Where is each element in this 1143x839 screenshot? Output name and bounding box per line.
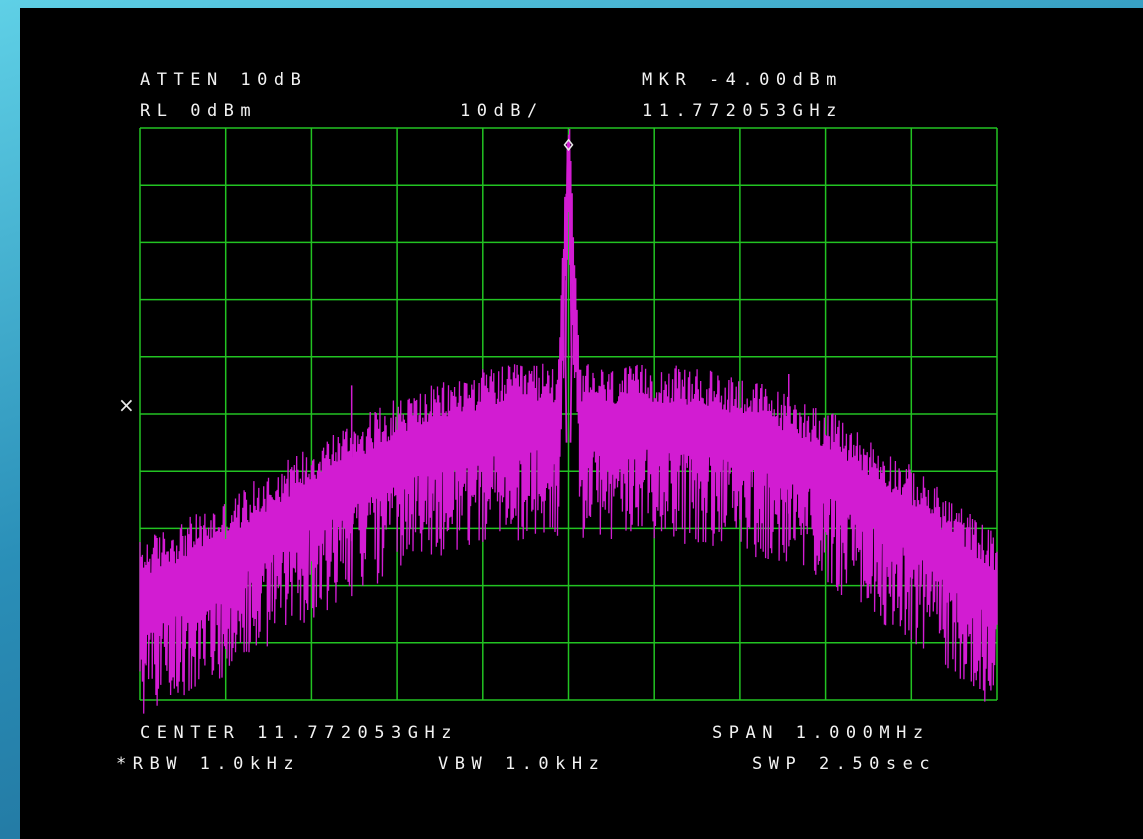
spectrum-trace bbox=[139, 128, 998, 714]
ref-level-marker: × bbox=[118, 393, 135, 417]
marker-group bbox=[563, 138, 574, 152]
center-freq-readout: CENTER 11.772053GHz bbox=[140, 723, 458, 743]
vbw-readout: VBW 1.0kHz bbox=[438, 754, 606, 774]
noise-trace bbox=[139, 128, 998, 714]
marker-freq-readout: 11.772053GHz bbox=[642, 101, 843, 121]
analyzer-screen: ATTEN 10dB MKR -4.00dBm RL 0dBm 10dB/ 11… bbox=[20, 8, 1143, 839]
scale-readout: 10dB/ bbox=[460, 101, 544, 121]
atten-readout: ATTEN 10dB bbox=[140, 70, 308, 90]
carrier-peak bbox=[564, 149, 573, 443]
rbw-readout: *RBW 1.0kHz bbox=[116, 754, 301, 774]
sweep-readout: SWP 2.50sec bbox=[752, 754, 937, 774]
ref-level-readout: RL 0dBm bbox=[140, 101, 258, 121]
graticule bbox=[139, 127, 998, 701]
spectrum-display: × bbox=[118, 127, 998, 714]
marker-diamond bbox=[563, 138, 574, 152]
span-readout: SPAN 1.000MHz bbox=[712, 723, 930, 743]
marker-level-readout: MKR -4.00dBm bbox=[642, 70, 843, 90]
